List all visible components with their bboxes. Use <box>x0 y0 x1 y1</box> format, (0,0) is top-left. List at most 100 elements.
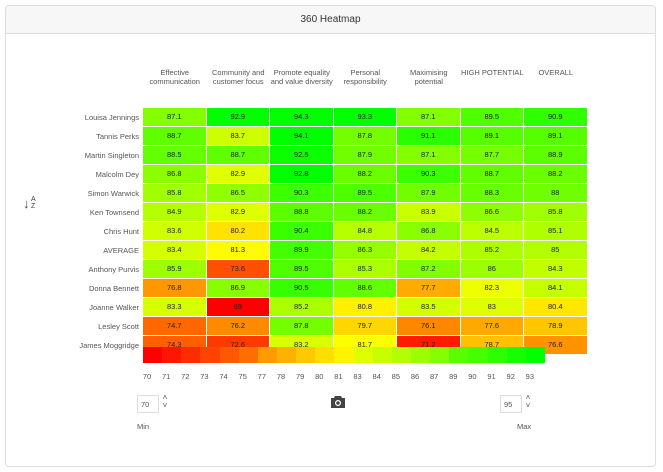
max-spinner[interactable]: ˄ ˅ <box>525 393 531 410</box>
heatmap-cell: 87.8 <box>333 127 396 145</box>
heatmap-cell: 88.2 <box>333 203 396 221</box>
heatmap-cell: 88 <box>524 184 587 202</box>
heatmap-cell: 81.3 <box>206 241 269 259</box>
row-label: Malcolm Dey <box>95 170 139 179</box>
heatmap-cell: 89.5 <box>333 184 396 202</box>
legend-swatch <box>430 347 450 363</box>
legend-swatch <box>143 347 163 363</box>
heatmap-cell: 87.9 <box>333 146 396 164</box>
legend-tick: 75 <box>238 372 247 381</box>
legend-tick: 74 <box>219 372 228 381</box>
legend-tick: 72 <box>181 372 190 381</box>
legend-swatch <box>257 347 278 363</box>
column-header: Community and customer focus <box>211 68 265 86</box>
legend-swatch <box>411 347 431 363</box>
heatmap-cell: 88.9 <box>524 146 587 164</box>
legend-swatch <box>487 347 508 363</box>
heatmap-cell: 82.9 <box>206 165 269 183</box>
column-header: OVERALL <box>538 68 574 77</box>
sort-alpha-icon[interactable]: ↓ A Z <box>23 196 36 211</box>
legend-swatch <box>181 347 201 363</box>
legend-swatch <box>334 347 355 363</box>
legend-tick: 92 <box>506 372 515 381</box>
heatmap-cell: 86.3 <box>333 241 396 259</box>
row-label: Tannis Perks <box>96 132 139 141</box>
heatmap-cell: 94.3 <box>270 108 333 126</box>
heatmap-cell: 91.1 <box>397 127 460 145</box>
legend-swatch <box>315 347 335 363</box>
heatmap-cell: 74.7 <box>143 317 206 335</box>
heatmap-cell: 85 <box>524 241 587 259</box>
legend-tick: 73 <box>200 372 209 381</box>
legend-tick: 79 <box>295 372 305 381</box>
heatmap-cell: 78.9 <box>524 317 587 335</box>
heatmap-cell: 83.7 <box>206 127 269 145</box>
legend-tick: 91 <box>487 372 496 381</box>
legend-tick: 81 <box>334 372 343 381</box>
heatmap-cell: 86 <box>460 260 523 278</box>
heatmap-cell: 85.2 <box>270 298 333 316</box>
legend-tick: 90 <box>468 372 477 381</box>
heatmap-cell: 77.6 <box>460 317 523 335</box>
heatmap-cell: 84.3 <box>524 260 587 278</box>
legend-swatch <box>162 347 182 363</box>
heatmap-cell: 69 <box>206 298 269 316</box>
heatmap-cell: 87.2 <box>397 260 460 278</box>
heatmap-cell: 83 <box>460 298 523 316</box>
heatmap-cell: 84.8 <box>333 222 396 240</box>
heatmap-cell: 87.7 <box>460 146 523 164</box>
heatmap-cell: 88.6 <box>333 279 396 297</box>
max-input[interactable]: 95 <box>500 395 522 413</box>
min-spinner[interactable]: ˄ ˅ <box>162 393 168 410</box>
legend-swatch <box>219 347 240 363</box>
heatmap-cell: 87.1 <box>397 108 460 126</box>
legend-swatch <box>353 347 374 363</box>
column-header: Personal responsibility <box>343 68 387 86</box>
heatmap-cell: 94.1 <box>270 127 333 145</box>
legend-tick: 85 <box>391 372 401 381</box>
camera-icon[interactable] <box>330 395 346 409</box>
heatmap-cell: 80.8 <box>333 298 396 316</box>
heatmap-cell: 89.5 <box>270 260 333 278</box>
legend-swatch <box>238 347 259 363</box>
heatmap-cell: 85.8 <box>524 203 587 221</box>
max-label: Max <box>517 422 532 431</box>
legend-tick: 87 <box>429 372 439 381</box>
legend-swatch <box>449 347 469 363</box>
min-label: Min <box>137 422 150 431</box>
row-label: Simon Warwick <box>87 189 139 198</box>
min-input[interactable]: 70 <box>137 395 159 413</box>
heatmap-cell: 84.2 <box>397 241 460 259</box>
legend-swatch <box>525 347 546 363</box>
row-label: Ken Townsend <box>89 208 139 217</box>
heatmap-cell: 76.2 <box>206 317 269 335</box>
heatmap-cell: 90.5 <box>270 279 333 297</box>
legend-tick: 86 <box>410 372 420 381</box>
heatmap-cell: 90.4 <box>270 222 333 240</box>
heatmap-cell: 88.5 <box>143 146 206 164</box>
heatmap-cell: 85.8 <box>143 184 206 202</box>
heatmap-cell: 85.2 <box>460 241 523 259</box>
legend-tick: 93 <box>525 372 535 381</box>
legend-tick: 83 <box>353 372 362 381</box>
card-title: 360 Heatmap <box>6 6 655 34</box>
row-label: Martin Singleton <box>84 151 139 160</box>
heatmap-cell: 86.6 <box>460 203 523 221</box>
heatmap-cell: 84.9 <box>143 203 206 221</box>
legend-tick: 78 <box>276 372 286 381</box>
heatmap-cell: 87.1 <box>143 108 206 126</box>
column-header: Maximising potential <box>409 68 448 86</box>
heatmap-cell: 88.3 <box>460 184 523 202</box>
heatmap-cell: 83.4 <box>143 241 206 259</box>
heatmap-cell: 88.2 <box>333 165 396 183</box>
heatmap-cell: 80.2 <box>206 222 269 240</box>
heatmap-cell: 86.8 <box>143 165 206 183</box>
heatmap-cell: 88.7 <box>460 165 523 183</box>
heatmap-cell: 86.9 <box>206 279 269 297</box>
heatmap-cell: 86.8 <box>397 222 460 240</box>
heatmap-cell: 89.1 <box>460 127 523 145</box>
row-label: Joanne Walker <box>89 303 139 312</box>
heatmap-cell: 90.9 <box>524 108 587 126</box>
heatmap-cell: 85.3 <box>333 260 396 278</box>
column-header: Effective communication <box>149 68 200 86</box>
